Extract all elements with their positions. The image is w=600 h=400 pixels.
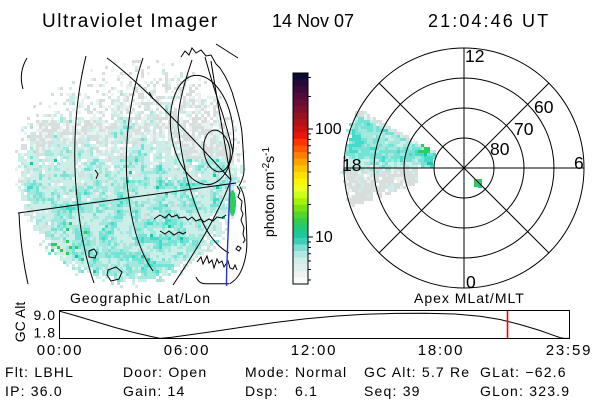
svg-text:GLat: −62.6: GLat: −62.6 xyxy=(480,364,567,380)
svg-text:Door: Open: Door: Open xyxy=(123,364,207,380)
svg-text:12: 12 xyxy=(465,46,484,66)
svg-text:14 Nov 07: 14 Nov 07 xyxy=(272,11,354,31)
svg-text:10: 10 xyxy=(315,229,333,246)
svg-text:100: 100 xyxy=(315,121,342,138)
svg-text:9.0: 9.0 xyxy=(34,307,56,323)
svg-text:GC Alt: GC Alt xyxy=(12,302,28,343)
svg-text:IP: 36.0: IP: 36.0 xyxy=(5,383,63,399)
svg-text:12:00: 12:00 xyxy=(291,342,338,359)
svg-text:Ultraviolet Imager: Ultraviolet Imager xyxy=(42,11,219,32)
svg-text:1.8: 1.8 xyxy=(34,325,56,341)
svg-text:00:00: 00:00 xyxy=(37,342,84,359)
svg-text:Geographic Lat/Lon: Geographic Lat/Lon xyxy=(70,290,211,306)
svg-text:Mode: Normal: Mode: Normal xyxy=(245,364,347,380)
svg-text:18:00: 18:00 xyxy=(418,342,465,359)
svg-text:18: 18 xyxy=(342,155,361,175)
svg-text:Dsp:: Dsp: xyxy=(245,383,279,399)
svg-text:0: 0 xyxy=(466,272,476,292)
svg-text:70: 70 xyxy=(514,119,534,139)
svg-text:Apex MLat/MLT: Apex MLat/MLT xyxy=(414,290,525,306)
svg-text:6: 6 xyxy=(574,153,584,173)
svg-text:06:00: 06:00 xyxy=(164,342,211,359)
svg-text:GC Alt: 5.7 Re: GC Alt: 5.7 Re xyxy=(364,364,470,380)
svg-text:60: 60 xyxy=(534,97,554,117)
svg-text:23:59: 23:59 xyxy=(546,342,593,359)
svg-text:Gain: 14: Gain: 14 xyxy=(123,383,186,399)
svg-text:GLon: 323.9: GLon: 323.9 xyxy=(480,383,570,399)
svg-text:photon cm-2s-1: photon cm-2s-1 xyxy=(261,146,277,237)
svg-text:6.1: 6.1 xyxy=(295,383,318,399)
svg-text:21:04:46 UT: 21:04:46 UT xyxy=(428,11,550,31)
svg-text:80: 80 xyxy=(490,139,510,159)
svg-text:Flt: LBHL: Flt: LBHL xyxy=(5,364,74,380)
svg-text:Seq: 39: Seq: 39 xyxy=(364,383,421,399)
